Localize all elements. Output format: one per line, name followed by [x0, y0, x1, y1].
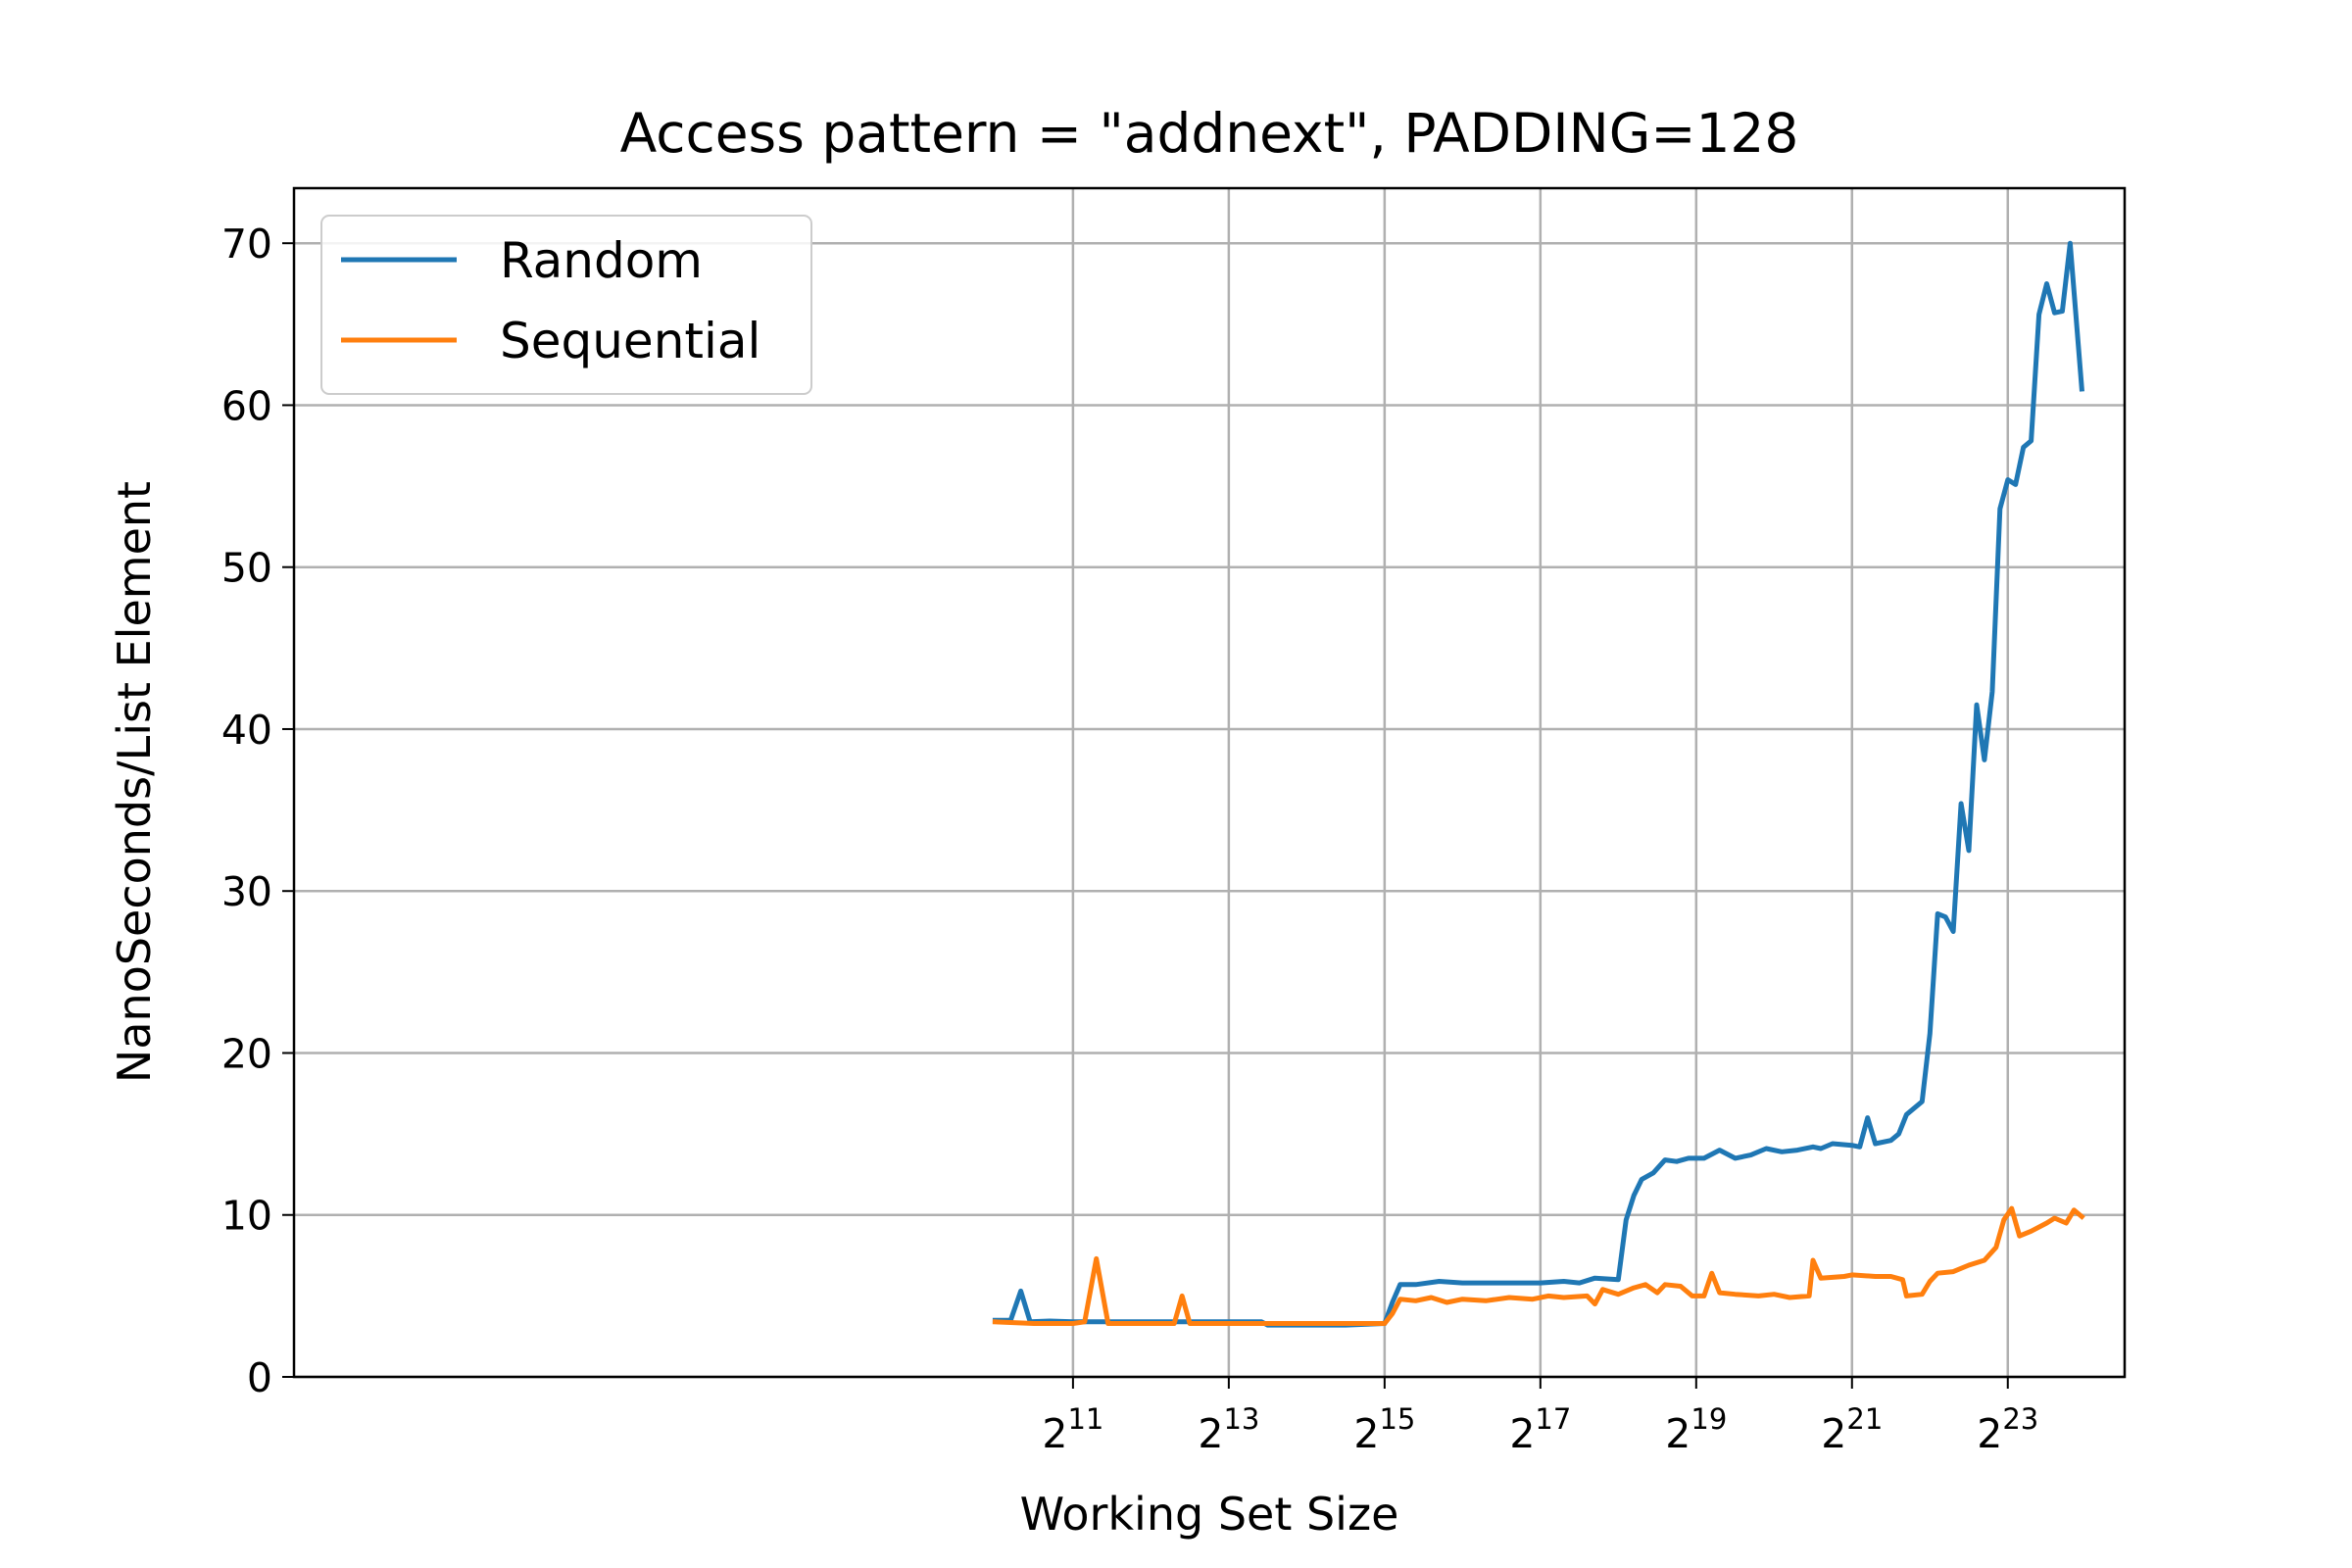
legend-label-random: Random — [500, 232, 703, 289]
series-line-sequential — [992, 1205, 2085, 1326]
y-tick-label: 50 — [221, 545, 272, 592]
x-axis: 211 213 215 217 219 221 223 — [1042, 1377, 2038, 1457]
x-tick-label: 219 — [1665, 1402, 1727, 1457]
chart-title: Access pattern = "addnext", PADDING=128 — [620, 102, 1799, 165]
legend: Random Sequential — [320, 215, 812, 395]
y-tick-label: 30 — [221, 868, 272, 915]
x-tick-label: 211 — [1042, 1402, 1103, 1457]
x-axis-label: Working Set Size — [1020, 1488, 1399, 1541]
y-tick-label: 20 — [221, 1030, 272, 1077]
legend-label-sequential: Sequential — [500, 313, 760, 369]
x-tick-label: 215 — [1353, 1402, 1415, 1457]
y-tick-label: 40 — [221, 707, 272, 754]
x-tick-label: 221 — [1821, 1402, 1883, 1457]
y-tick-label: 10 — [221, 1193, 272, 1240]
y-axis: 0 10 20 30 40 50 60 70 — [221, 220, 294, 1401]
y-tick-label: 70 — [221, 220, 272, 268]
x-tick-label: 213 — [1198, 1402, 1259, 1457]
y-tick-label: 0 — [247, 1354, 272, 1401]
y-tick-label: 60 — [221, 382, 272, 429]
series-layer — [992, 240, 2085, 1328]
x-tick-label: 217 — [1509, 1402, 1571, 1457]
y-axis-label: NanoSeconds/List Element — [108, 481, 161, 1083]
x-tick-label: 223 — [1977, 1402, 2038, 1457]
plot-frame — [292, 186, 2127, 1379]
